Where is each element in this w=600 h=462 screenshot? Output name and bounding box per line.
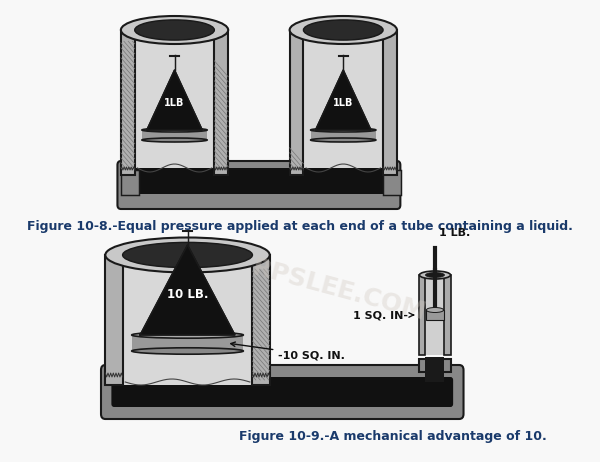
Bar xyxy=(106,255,122,385)
Text: 1 LB.: 1 LB. xyxy=(439,228,470,238)
Bar xyxy=(445,275,451,355)
Ellipse shape xyxy=(425,273,445,278)
Text: 1 SQ. IN-: 1 SQ. IN- xyxy=(353,310,414,320)
Bar xyxy=(132,335,244,351)
Ellipse shape xyxy=(142,128,207,132)
Bar xyxy=(383,170,401,195)
Ellipse shape xyxy=(106,237,270,273)
Bar xyxy=(135,30,214,175)
Text: RPSLEE.COM: RPSLEE.COM xyxy=(250,255,428,325)
FancyBboxPatch shape xyxy=(112,377,453,407)
Bar xyxy=(419,359,451,372)
Ellipse shape xyxy=(142,138,207,142)
Bar xyxy=(142,130,207,140)
Text: -10 SQ. IN.: -10 SQ. IN. xyxy=(231,342,345,360)
Ellipse shape xyxy=(132,348,244,354)
FancyBboxPatch shape xyxy=(118,161,400,209)
Bar xyxy=(253,255,270,385)
Bar xyxy=(425,275,445,355)
Bar xyxy=(122,255,253,385)
Bar xyxy=(311,130,376,140)
Ellipse shape xyxy=(122,243,253,267)
Polygon shape xyxy=(147,70,202,130)
Bar xyxy=(383,30,397,175)
Text: 1LB: 1LB xyxy=(164,98,185,108)
Ellipse shape xyxy=(135,20,214,40)
Ellipse shape xyxy=(132,332,244,338)
Bar xyxy=(121,170,139,195)
Ellipse shape xyxy=(311,128,376,132)
Ellipse shape xyxy=(427,308,443,312)
Text: Figure 10-9.-A mechanical advantage of 10.: Figure 10-9.-A mechanical advantage of 1… xyxy=(239,430,547,443)
Bar xyxy=(425,357,445,382)
FancyBboxPatch shape xyxy=(128,168,389,194)
Bar xyxy=(121,30,135,175)
Ellipse shape xyxy=(121,16,228,44)
Text: 10 LB.: 10 LB. xyxy=(167,288,208,301)
Bar xyxy=(214,30,228,175)
Bar xyxy=(290,30,304,175)
Text: 1LB: 1LB xyxy=(333,98,353,108)
Ellipse shape xyxy=(290,16,397,44)
Polygon shape xyxy=(316,70,371,130)
Polygon shape xyxy=(140,245,235,335)
Ellipse shape xyxy=(311,138,376,142)
Ellipse shape xyxy=(419,271,451,279)
Ellipse shape xyxy=(304,20,383,40)
FancyBboxPatch shape xyxy=(101,365,464,419)
Text: Figure 10-8.-Equal pressure applied at each end of a tube containing a liquid.: Figure 10-8.-Equal pressure applied at e… xyxy=(27,220,573,233)
Bar xyxy=(427,310,443,320)
Bar xyxy=(304,30,383,175)
Bar xyxy=(419,275,425,355)
